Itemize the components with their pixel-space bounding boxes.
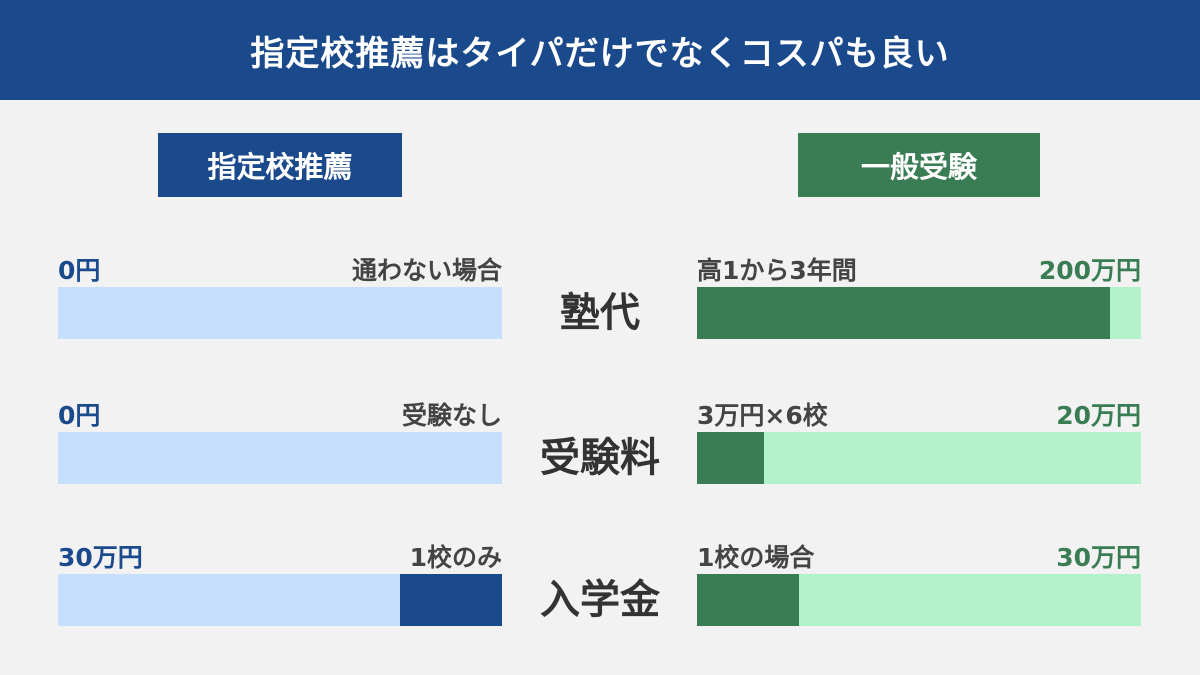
column-label-recommendation: 指定校推薦 [158,133,402,197]
right-note-label: 3万円×6校 [697,401,828,430]
header-banner: 指定校推薦はタイパだけでなくコスパも良い [0,0,1200,100]
right-note-label: 高1から3年間 [697,256,857,285]
right-value-label: 200万円 [1038,256,1141,285]
right-bar-track [697,287,1141,339]
left-value-label: 30万円 [58,543,143,572]
right-value-label: 30万円 [1056,543,1141,572]
right-note-label: 1校の場合 [697,543,815,572]
left-value-label: 0円 [58,256,101,285]
page-title: 指定校推薦はタイパだけでなくコスパも良い [250,33,950,74]
left-note-label: 1校のみ [409,543,502,572]
category-label: 受験料 [540,435,660,481]
left-note-label: 受験なし [401,401,502,430]
right-bar-track [697,432,1141,484]
left-bar-track [58,432,502,484]
left-bar-track [58,574,502,626]
right-value-label: 20万円 [1056,401,1141,430]
left-value-label: 0円 [58,401,101,430]
left-bar-fill [399,574,502,626]
right-bar-fill [697,574,800,626]
right-bar-fill [697,432,764,484]
right-bar-fill [697,287,1110,339]
column-label-general-exam: 一般受験 [798,133,1040,197]
right-bar-track [697,574,1141,626]
left-note-label: 通わない場合 [351,256,502,285]
category-label: 入学金 [540,577,660,623]
left-bar-track [58,287,502,339]
category-label: 塾代 [560,290,640,336]
